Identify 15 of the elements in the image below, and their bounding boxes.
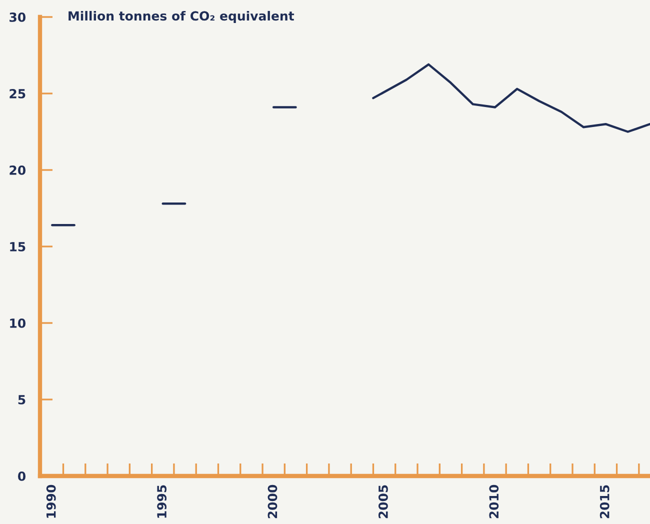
line-series xyxy=(372,63,650,133)
y-tick-label: 10 xyxy=(10,318,26,328)
y-tick-label: 15 xyxy=(10,242,26,252)
x-tick-label: 1990 xyxy=(46,484,56,518)
y-tick-label: 0 xyxy=(18,471,26,481)
x-tick-label: 2005 xyxy=(378,485,388,518)
x-tick-label: 2010 xyxy=(489,484,499,518)
chart-title: Million tonnes of CO₂ equivalent xyxy=(68,10,294,24)
y-tick-label: 30 xyxy=(10,12,26,22)
x-tick-label: 2000 xyxy=(268,484,278,518)
x-tick-label: 2015 xyxy=(600,485,610,518)
x-tick-label: 1995 xyxy=(157,485,167,518)
y-tick-label: 25 xyxy=(10,88,26,98)
y-tick-label: 20 xyxy=(10,165,26,175)
y-tick-label: 5 xyxy=(18,395,26,404)
